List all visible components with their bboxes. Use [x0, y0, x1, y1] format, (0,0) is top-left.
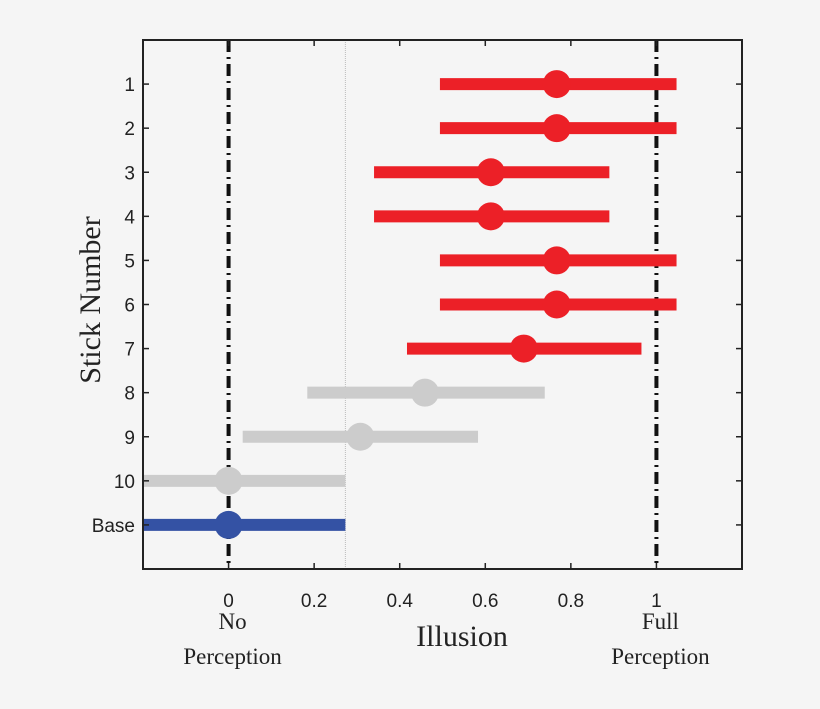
x-tick-label: 0 [223, 591, 234, 612]
data-point [509, 334, 538, 363]
x-axis-label: Illusion [416, 620, 508, 653]
x-annotation-line: Perception [183, 644, 282, 669]
x-annotations: No Perception Full Perception [183, 609, 710, 669]
y-tick-label: 7 [124, 340, 135, 361]
data-point [214, 466, 243, 495]
y-tick-label: 8 [124, 384, 135, 405]
axis-ticks: 1 2 3 4 5 6 7 8 9 10 Base 0 0.2 0.4 0.6 0.8 1 [92, 40, 742, 612]
data-point [214, 510, 243, 539]
x-annotation-line: Perception [611, 644, 710, 669]
data-point [476, 158, 505, 187]
x-tick-label: 0.8 [558, 591, 584, 612]
y-tick-label: Base [92, 516, 135, 537]
x-annotation-line: No [219, 609, 247, 634]
y-tick-label: 1 [124, 75, 135, 96]
data-point [542, 114, 571, 143]
y-tick-label: 10 [114, 472, 135, 493]
y-tick-label: 2 [124, 119, 135, 140]
x-annotation-line: Full [642, 609, 679, 634]
data-point [410, 378, 439, 407]
data-point [346, 422, 375, 451]
x-tick-label: 1 [651, 591, 662, 612]
x-tick-label: 0.4 [387, 591, 414, 612]
y-axis-label: Stick Number [74, 216, 107, 383]
x-tick-label: 0.6 [472, 591, 498, 612]
y-tick-label: 4 [124, 207, 135, 228]
data-point [542, 290, 571, 319]
data-point [542, 70, 571, 99]
error-bars [143, 70, 677, 539]
y-tick-label: 5 [124, 251, 135, 272]
data-point [476, 202, 505, 231]
data-point [542, 246, 571, 275]
y-tick-label: 3 [124, 163, 135, 184]
y-tick-label: 9 [124, 428, 135, 449]
x-tick-label: 0.2 [301, 591, 327, 612]
y-tick-label: 6 [124, 296, 135, 317]
